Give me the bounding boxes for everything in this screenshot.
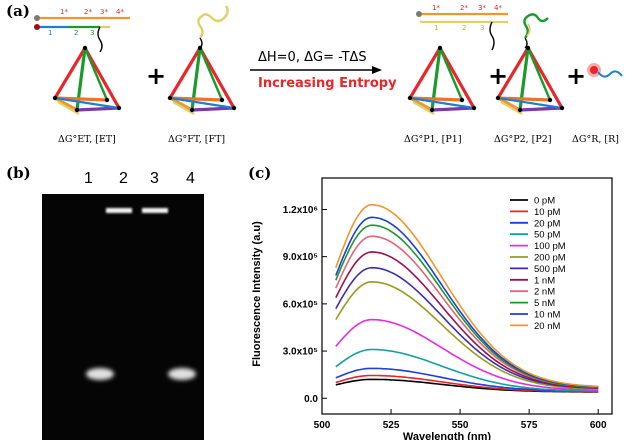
legend-label-8: 1 nM	[534, 275, 555, 286]
structure-p1	[406, 11, 508, 116]
panel-a-diagram	[34, 5, 623, 116]
legend-label-12: 20 nM	[534, 321, 560, 332]
series-line-12	[335, 203, 599, 388]
y-axis-label: Fluorescence Intensity (a.u)	[251, 221, 263, 367]
y-tick-label: 3.0x10⁵	[283, 347, 319, 358]
legend-label-9: 2 nM	[534, 287, 555, 298]
caption-et: ΔG°ET, [ET]	[58, 134, 116, 145]
caption-p2: ΔG°P2, [P2]	[494, 134, 552, 145]
reaction-arrow	[250, 66, 382, 74]
y-tick-label: 6.0x10⁵	[283, 299, 319, 310]
gel-band-lane4-bottom	[168, 368, 196, 380]
gel-band-lane1-bottom	[86, 368, 114, 380]
lane-label-2: 2	[119, 170, 128, 187]
caption-r: ΔG°R, [R]	[572, 134, 619, 145]
lane-label-3: 3	[150, 170, 159, 187]
gel-image	[42, 194, 204, 440]
legend-label-3: 20 pM	[534, 218, 560, 229]
y-tick-label: 9.0x10⁵	[283, 252, 319, 263]
plus-sign-3: +	[566, 62, 587, 90]
lane-label-4: 4	[186, 170, 195, 187]
plus-sign-2: +	[488, 62, 509, 90]
x-tick-label: 525	[383, 420, 400, 431]
y-tick-label: 0.0	[304, 394, 318, 405]
gel-band-lane3-top	[142, 208, 168, 213]
structure-p2	[494, 13, 566, 116]
legend-label-5: 100 pM	[534, 241, 566, 252]
y-tick-label: 1.2x10⁶	[283, 205, 318, 216]
x-axis-label: Wavelength (nm)	[403, 431, 492, 440]
x-tick-label: 575	[521, 420, 538, 431]
series-line-6	[335, 280, 599, 390]
panel-a-label: (a)	[6, 2, 30, 20]
lane-label-1: 1	[84, 170, 93, 187]
legend-label-6: 200 pM	[534, 253, 566, 264]
panel-b-label: (b)	[6, 164, 31, 182]
fluorescence-chart: 500 525 550 575 600 0.0 3.0x10⁵ 6.0x10⁵ 9.0x10⁵ 1…	[251, 177, 613, 440]
x-tick-label: 500	[314, 420, 331, 431]
series-line-5	[335, 318, 599, 391]
legend-label-1: 0 pM	[534, 196, 555, 207]
legend-label-2: 10 pM	[534, 207, 560, 218]
legend-label-10: 5 nM	[534, 298, 555, 309]
legend-label-11: 10 nM	[534, 310, 560, 321]
x-tick-label: 600	[590, 420, 607, 431]
gel-band-lane2-top	[106, 208, 132, 213]
plus-sign-1: +	[146, 62, 167, 90]
plot-frame	[321, 177, 613, 415]
series-line-4	[335, 348, 599, 392]
legend-label-4: 50 pM	[534, 230, 560, 241]
structure-ft	[166, 5, 238, 116]
x-tick-label: 550	[452, 420, 469, 431]
caption-ft: ΔG°FT, [FT]	[168, 134, 226, 145]
caption-p1: ΔG°P1, [P1]	[404, 134, 462, 145]
reaction-entropy-label: Increasing Entropy	[258, 76, 397, 91]
legend-label-7: 500 pM	[534, 264, 566, 275]
reaction-condition: ΔH=0, ΔG= -TΔS	[258, 50, 367, 65]
panel-c-label: (c)	[248, 164, 272, 182]
structure-r	[587, 63, 623, 78]
structure-et	[34, 15, 130, 116]
series-line-8	[335, 251, 599, 389]
